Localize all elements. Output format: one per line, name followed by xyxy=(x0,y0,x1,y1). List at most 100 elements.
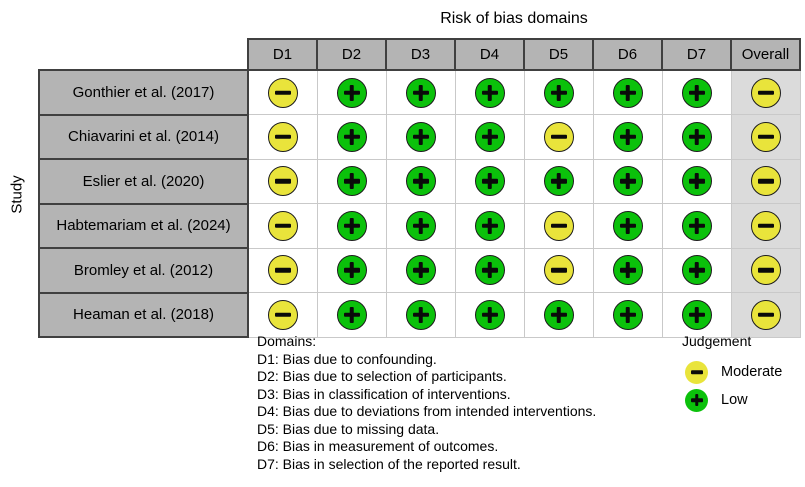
study-row: Eslier et al. (2020) xyxy=(38,158,801,205)
low-judgement-icon xyxy=(612,210,643,241)
judgement-cell-d4 xyxy=(454,69,525,115)
judgement-cell-d3 xyxy=(385,158,456,204)
footnote-line: D7: Bias in selection of the reported re… xyxy=(257,455,521,472)
footnote-line: D5: Bias due to missing data. xyxy=(257,420,440,437)
column-header-d7: D7 xyxy=(661,38,732,71)
low-judgement-icon xyxy=(543,77,574,108)
moderate-judgement-icon xyxy=(267,77,298,108)
moderate-judgement-icon xyxy=(685,360,708,384)
judgement-cell-d5 xyxy=(523,114,594,160)
legend-item-moderate: Moderate xyxy=(682,358,782,386)
low-judgement-icon xyxy=(681,77,712,108)
low-judgement-icon xyxy=(612,255,643,286)
low-judgement-icon xyxy=(612,166,643,197)
judgement-cell-d4 xyxy=(454,114,525,160)
moderate-judgement-icon xyxy=(750,121,781,152)
y-axis-label-container: Study xyxy=(0,67,34,322)
moderate-judgement-icon xyxy=(543,121,574,152)
low-judgement-icon xyxy=(474,77,505,108)
judgement-cell-d6 xyxy=(592,203,663,249)
moderate-judgement-icon xyxy=(267,121,298,152)
legend-title: Judgement xyxy=(682,333,752,349)
table-body: Gonthier et al. (2017) Chiavarini et al. … xyxy=(38,69,801,338)
low-judgement-icon xyxy=(405,210,436,241)
moderate-judgement-icon xyxy=(750,166,781,197)
legend-item-low: Low xyxy=(682,386,782,414)
y-axis-label: Study xyxy=(8,175,26,214)
low-judgement-icon xyxy=(336,77,367,108)
legend: Judgement Moderate Low xyxy=(682,333,782,414)
judgement-cell-d7 xyxy=(661,69,732,115)
domains-footnote: Domains: D1: Bias due to confounding. D2:… xyxy=(257,333,596,473)
moderate-judgement-icon xyxy=(750,255,781,286)
study-row: Gonthier et al. (2017) xyxy=(38,69,801,116)
low-judgement-icon xyxy=(474,121,505,152)
study-name: Heaman et al. (2018) xyxy=(38,291,249,338)
judgement-cell-d2 xyxy=(316,247,387,293)
low-judgement-icon xyxy=(336,255,367,286)
legend-label: Low xyxy=(721,392,748,408)
low-judgement-icon xyxy=(681,166,712,197)
judgement-cell-d1 xyxy=(247,247,318,293)
low-judgement-icon xyxy=(612,299,643,330)
moderate-judgement-icon xyxy=(267,166,298,197)
moderate-judgement-icon xyxy=(543,210,574,241)
footnote-line: D3: Bias in classification of interventi… xyxy=(257,385,511,402)
judgement-cell-overall xyxy=(730,69,801,115)
plot-title: Risk of bias domains xyxy=(440,10,588,27)
footnote-line: D4: Bias due to deviations from intended… xyxy=(257,403,597,419)
judgement-cell-d3 xyxy=(385,203,456,249)
footnote-heading: Domains: xyxy=(257,333,317,349)
low-judgement-icon xyxy=(685,388,708,412)
low-judgement-icon xyxy=(474,166,505,197)
judgement-cell-d1 xyxy=(247,203,318,249)
moderate-judgement-icon xyxy=(750,77,781,108)
judgement-cell-d3 xyxy=(385,114,456,160)
judgement-cell-overall xyxy=(730,114,801,160)
judgement-cell-d4 xyxy=(454,292,525,338)
study-name: Chiavarini et al. (2014) xyxy=(38,113,249,160)
judgement-cell-d1 xyxy=(247,114,318,160)
judgement-cell-d7 xyxy=(661,292,732,338)
judgement-cell-d3 xyxy=(385,247,456,293)
judgement-cell-d3 xyxy=(385,69,456,115)
low-judgement-icon xyxy=(612,77,643,108)
study-row: Chiavarini et al. (2014) xyxy=(38,113,801,160)
low-judgement-icon xyxy=(405,77,436,108)
low-judgement-icon xyxy=(474,299,505,330)
judgement-cell-d7 xyxy=(661,158,732,204)
study-row: Habtemariam et al. (2024) xyxy=(38,202,801,249)
column-header-overall: Overall xyxy=(730,38,801,71)
study-name: Gonthier et al. (2017) xyxy=(38,69,249,116)
corner-spacer xyxy=(39,39,248,70)
legend-items: Moderate Low xyxy=(682,358,782,414)
footnote-lines: D1: Bias due to confounding. D2: Bias due… xyxy=(257,351,596,474)
judgement-cell-d2 xyxy=(316,203,387,249)
low-judgement-icon xyxy=(336,121,367,152)
study-name: Habtemariam et al. (2024) xyxy=(38,202,249,249)
column-header-d5: D5 xyxy=(523,38,594,71)
judgement-cell-d2 xyxy=(316,292,387,338)
low-judgement-icon xyxy=(336,166,367,197)
low-judgement-icon xyxy=(681,299,712,330)
moderate-judgement-icon xyxy=(750,210,781,241)
judgement-cell-d4 xyxy=(454,247,525,293)
moderate-judgement-icon xyxy=(267,210,298,241)
low-judgement-icon xyxy=(405,166,436,197)
judgement-cell-d7 xyxy=(661,203,732,249)
low-judgement-icon xyxy=(405,255,436,286)
judgement-cell-d5 xyxy=(523,158,594,204)
judgement-cell-d7 xyxy=(661,114,732,160)
low-judgement-icon xyxy=(681,121,712,152)
moderate-judgement-icon xyxy=(750,299,781,330)
column-header-d2: D2 xyxy=(316,38,387,71)
judgement-cell-d2 xyxy=(316,69,387,115)
judgement-cell-overall xyxy=(730,158,801,204)
column-header-d4: D4 xyxy=(454,38,525,71)
judgement-cell-d2 xyxy=(316,114,387,160)
low-judgement-icon xyxy=(681,255,712,286)
low-judgement-icon xyxy=(336,210,367,241)
footnote-line: D2: Bias due to selection of participant… xyxy=(257,368,507,384)
column-header-d3: D3 xyxy=(385,38,456,71)
judgement-cell-d3 xyxy=(385,292,456,338)
